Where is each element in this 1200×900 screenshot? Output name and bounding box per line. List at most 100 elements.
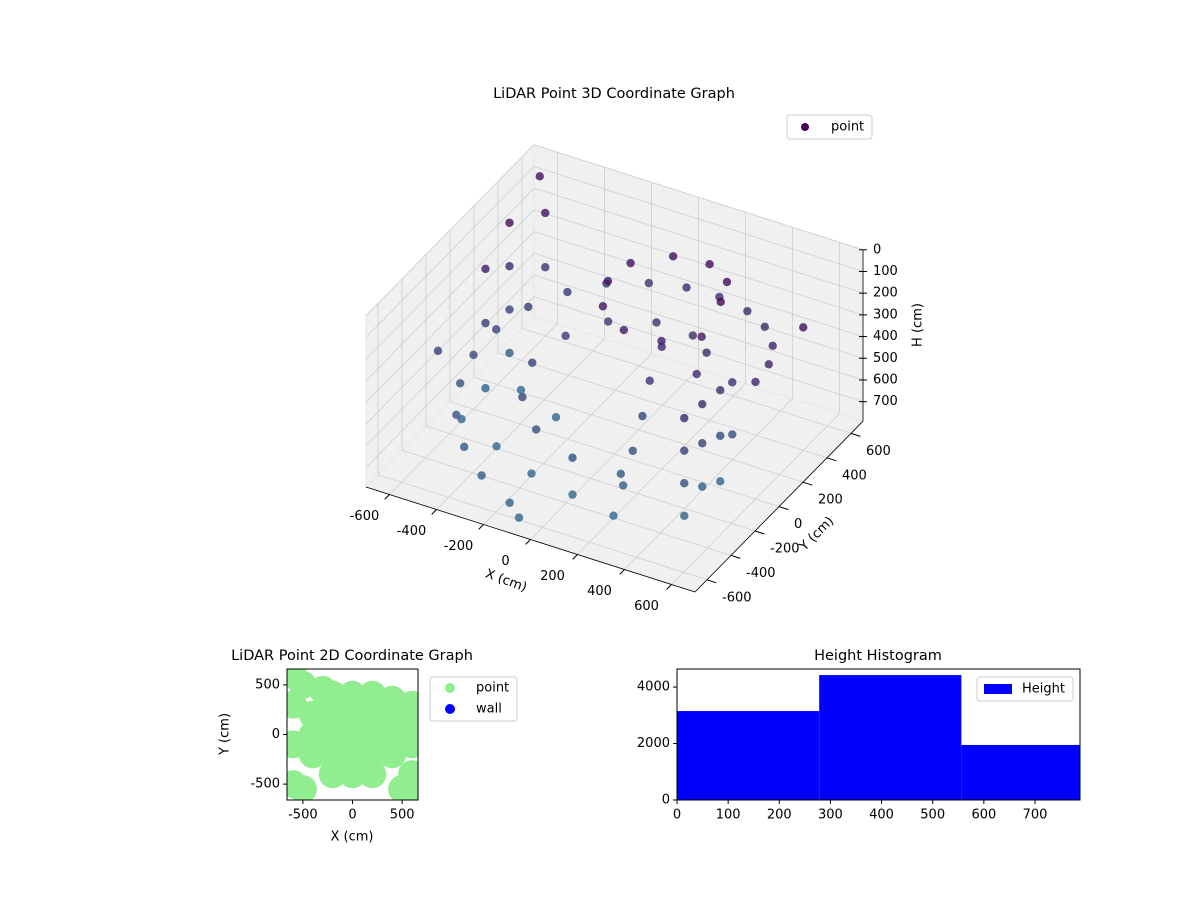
plot-area	[287, 669, 418, 800]
z-tick-label: 700	[873, 394, 898, 409]
point	[481, 384, 490, 393]
z-tick-label: 200	[873, 286, 898, 301]
point	[481, 318, 490, 328]
grid-line	[401, 450, 732, 556]
point	[338, 740, 367, 769]
grid-line	[533, 231, 864, 337]
point	[716, 477, 725, 486]
z-axis-label: H (cm)	[911, 303, 926, 347]
x-tick	[384, 494, 390, 500]
point	[318, 760, 347, 789]
point	[492, 442, 501, 451]
point	[460, 442, 469, 452]
point	[338, 720, 367, 749]
point	[722, 277, 732, 287]
grid-line	[365, 274, 535, 447]
y-tick-label: 0	[794, 517, 802, 532]
grid-line	[533, 209, 864, 316]
point	[541, 208, 550, 218]
point	[505, 498, 514, 507]
x-tick-label: 200	[540, 569, 565, 584]
point	[682, 283, 691, 292]
point	[760, 322, 769, 332]
x-tick	[478, 524, 484, 530]
x-tick-label: 400	[869, 808, 894, 823]
grid-line	[365, 296, 535, 468]
point	[768, 341, 777, 351]
point	[338, 760, 367, 789]
point	[358, 760, 387, 789]
point	[338, 700, 367, 729]
y-tick	[778, 506, 789, 511]
point	[644, 278, 654, 288]
point	[358, 740, 387, 769]
y-tick-label: 200	[818, 493, 843, 508]
point	[619, 325, 629, 335]
y-tick-label: 600	[866, 444, 891, 459]
legend-marker	[445, 704, 455, 714]
y-tick	[826, 457, 837, 462]
bar	[961, 744, 1080, 800]
point	[527, 469, 536, 478]
y-tick-label: 400	[842, 468, 867, 483]
point	[705, 259, 714, 269]
point	[751, 377, 760, 387]
z-tick-label: 300	[873, 307, 898, 322]
grid-line	[533, 296, 864, 403]
x-tick-label: 600	[634, 599, 659, 614]
x-tick	[572, 554, 578, 560]
point	[505, 348, 514, 358]
point	[568, 453, 577, 462]
point	[688, 331, 697, 340]
point	[318, 720, 347, 749]
point	[318, 700, 347, 729]
x-tick-label: 300	[818, 808, 843, 823]
point	[626, 258, 635, 268]
chart-title: Height Histogram	[814, 648, 942, 664]
point	[716, 386, 725, 395]
point	[716, 431, 725, 440]
point	[743, 306, 752, 316]
point	[308, 675, 337, 704]
chart-title: LiDAR Point 2D Coordinate Graph	[231, 648, 473, 664]
y-tick-label: 0	[272, 727, 280, 742]
x-tick-label: 400	[587, 584, 612, 599]
grid-line	[365, 166, 535, 338]
z-tick-label: 100	[873, 264, 898, 279]
point	[318, 740, 347, 769]
x-axis-label: X (cm)	[483, 567, 529, 596]
grid-line	[365, 209, 535, 381]
x-axis-line	[365, 486, 696, 593]
x-tick-label: 100	[716, 808, 741, 823]
point	[645, 376, 654, 385]
point	[764, 360, 773, 369]
legend-box	[786, 114, 873, 140]
point	[469, 350, 478, 360]
legend-marker	[801, 123, 809, 131]
point	[668, 252, 678, 261]
point	[603, 276, 613, 286]
y-tick-label: 500	[255, 677, 280, 692]
point	[698, 482, 707, 491]
point	[618, 481, 628, 490]
point	[505, 305, 514, 314]
point	[535, 172, 544, 181]
point	[481, 264, 490, 274]
x-tick-label: 500	[390, 808, 415, 823]
y-tick-label: -200	[770, 542, 800, 557]
point	[398, 730, 418, 759]
point	[524, 302, 533, 312]
grid-line	[449, 401, 780, 507]
point	[433, 346, 443, 356]
point	[616, 469, 625, 479]
y-tick	[706, 579, 717, 584]
x-tick	[666, 584, 672, 590]
z-tick-label: 600	[873, 372, 898, 387]
point	[477, 471, 486, 480]
x-tick	[525, 539, 531, 545]
y-tick-label: -400	[746, 566, 776, 581]
point	[456, 379, 465, 388]
bar	[819, 675, 962, 800]
point	[338, 680, 367, 709]
